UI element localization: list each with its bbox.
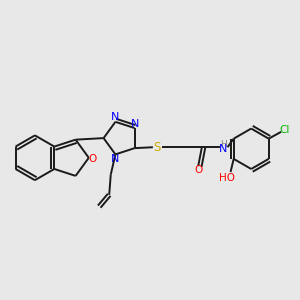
Text: N: N <box>111 112 119 122</box>
Text: O: O <box>89 154 97 164</box>
Text: H: H <box>220 140 227 149</box>
Text: N: N <box>111 154 119 164</box>
Text: HO: HO <box>220 173 236 183</box>
Text: N: N <box>131 119 140 129</box>
Text: S: S <box>153 141 161 154</box>
Text: O: O <box>194 165 202 175</box>
Text: Cl: Cl <box>280 125 290 135</box>
Text: N: N <box>219 144 227 154</box>
